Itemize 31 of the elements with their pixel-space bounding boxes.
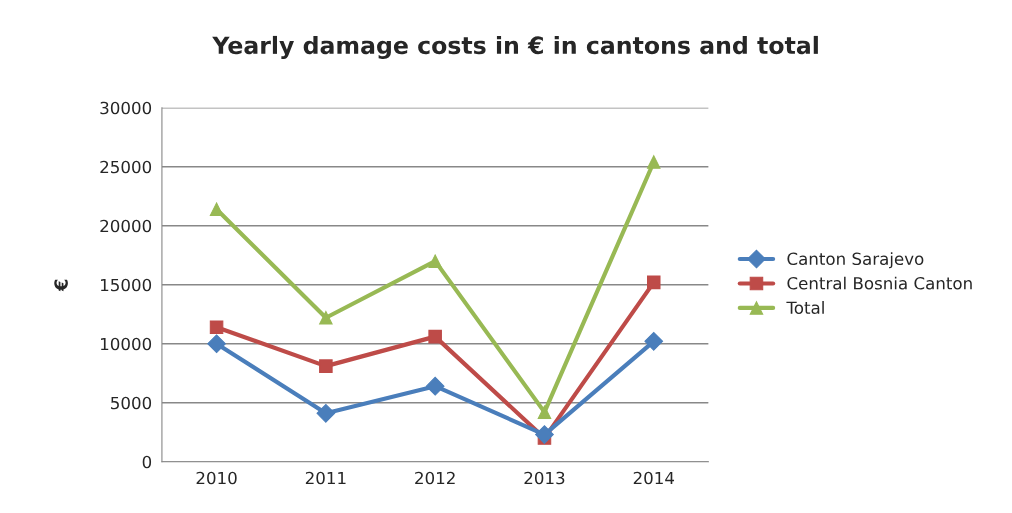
y-tick-label: 30000 <box>100 101 152 115</box>
y-tick-label: 15000 <box>101 278 152 292</box>
legend-label: Central Bosnia Canton <box>787 276 972 290</box>
point <box>319 310 333 325</box>
point <box>316 403 336 423</box>
point <box>428 329 442 344</box>
y-tick-label: 0 <box>142 455 152 469</box>
y-tick-label: 20000 <box>100 219 152 233</box>
x-tick-label: 2012 <box>415 471 455 485</box>
x-tick-label: 2013 <box>524 471 565 485</box>
point <box>209 202 224 216</box>
point <box>425 376 445 396</box>
point <box>644 331 664 351</box>
point <box>646 155 661 169</box>
y-tick-label: 5000 <box>111 396 152 410</box>
y-tick-label: 10000 <box>101 337 152 351</box>
point <box>537 405 552 419</box>
legend-label: Canton Sarajevo <box>787 252 924 269</box>
legend-label: Total <box>786 301 824 315</box>
x-tick-label: 2010 <box>196 471 237 485</box>
y-tick-label: 25000 <box>100 160 152 174</box>
point <box>646 275 661 290</box>
chart-title: Yearly damage costs in € in cantons and total <box>212 35 818 59</box>
point <box>535 425 554 444</box>
point <box>319 359 333 373</box>
point <box>207 334 226 354</box>
x-tick-label: 2011 <box>305 471 346 485</box>
x-tick-label: 2014 <box>633 471 675 485</box>
y-axis-title: € <box>54 279 68 292</box>
point <box>209 320 224 334</box>
point <box>428 254 442 268</box>
